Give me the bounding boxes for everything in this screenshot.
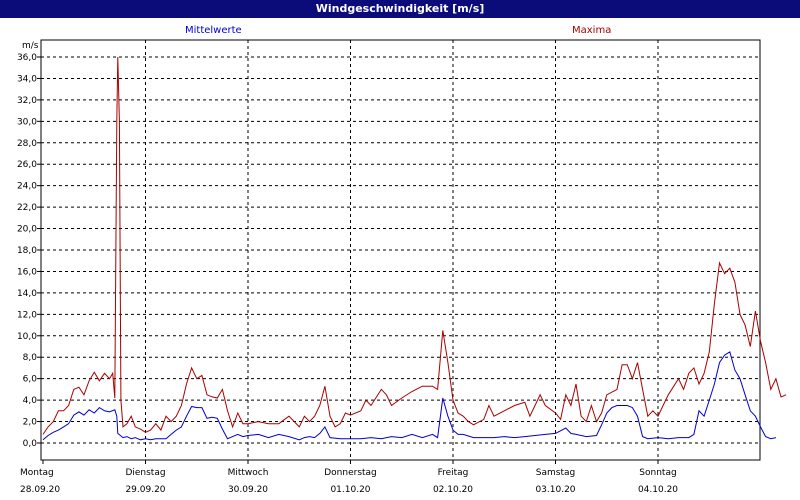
x-tick-date: 03.10.20 bbox=[535, 485, 575, 495]
y-tick-label: 28,0 bbox=[17, 139, 37, 149]
chart-title: Windgeschwindigkeit [m/s] bbox=[315, 2, 485, 15]
y-tick-label: 24,0 bbox=[17, 182, 37, 192]
y-tick-label: 34,0 bbox=[17, 74, 37, 84]
y-tick-label: 18,0 bbox=[17, 246, 37, 256]
y-tick-label: 22,0 bbox=[17, 203, 37, 213]
x-axis-ticks: Montag 28.09.20 Dienstag 29.09.20 Mittwoch 30… bbox=[20, 460, 678, 495]
y-tick-label: 10,0 bbox=[17, 332, 37, 342]
y-tick-label: 8,0 bbox=[23, 353, 38, 363]
grid bbox=[41, 40, 760, 460]
series-lines bbox=[42, 56, 787, 441]
y-tick-label: 36,0 bbox=[17, 53, 37, 63]
chart-title-bar: Windgeschwindigkeit [m/s] bbox=[0, 0, 800, 18]
y-axis-unit: m/s bbox=[22, 41, 39, 51]
plot-frame bbox=[40, 39, 761, 461]
y-tick-label: 4,0 bbox=[23, 396, 38, 406]
y-tick-label: 30,0 bbox=[17, 117, 37, 127]
y-tick-label: 0,0 bbox=[23, 439, 38, 449]
y-tick-label: 26,0 bbox=[17, 160, 37, 170]
x-tick-weekday: Dienstag bbox=[125, 468, 165, 478]
x-tick-weekday: Sonntag bbox=[639, 468, 676, 478]
y-tick-label: 12,0 bbox=[17, 310, 37, 320]
y-tick-label: 16,0 bbox=[17, 267, 37, 277]
x-tick-date: 02.10.20 bbox=[433, 485, 473, 495]
x-tick-weekday: Donnerstag bbox=[324, 468, 377, 478]
y-tick-label: 32,0 bbox=[17, 96, 37, 106]
y-tick-label: 14,0 bbox=[17, 289, 37, 299]
y-tick-label: 2,0 bbox=[23, 418, 38, 428]
legend-maxima: Maxima bbox=[572, 25, 612, 36]
x-tick-weekday: Montag bbox=[20, 468, 54, 478]
series-line-mittelwerte bbox=[42, 351, 777, 441]
x-tick-date: 01.10.20 bbox=[330, 485, 370, 495]
x-tick-weekday: Freitag bbox=[438, 468, 469, 478]
x-tick-date: 29.09.20 bbox=[125, 485, 165, 495]
y-tick-label: 20,0 bbox=[17, 225, 37, 235]
x-tick-date: 28.09.20 bbox=[20, 485, 60, 495]
x-tick-weekday: Samstag bbox=[536, 468, 575, 478]
y-axis-ticks: 0,0 2,0 4,0 6,0 8,0 10,0 12,0 14,0 16,0 18,0 20,0 2… bbox=[17, 53, 41, 449]
series-line-maxima bbox=[42, 56, 787, 435]
legend-mittelwerte: Mittelwerte bbox=[185, 25, 242, 36]
y-tick-label: 6,0 bbox=[23, 375, 38, 385]
x-tick-date: 04.10.20 bbox=[638, 485, 678, 495]
x-tick-date: 30.09.20 bbox=[228, 485, 268, 495]
x-tick-weekday: Mittwoch bbox=[228, 468, 269, 478]
